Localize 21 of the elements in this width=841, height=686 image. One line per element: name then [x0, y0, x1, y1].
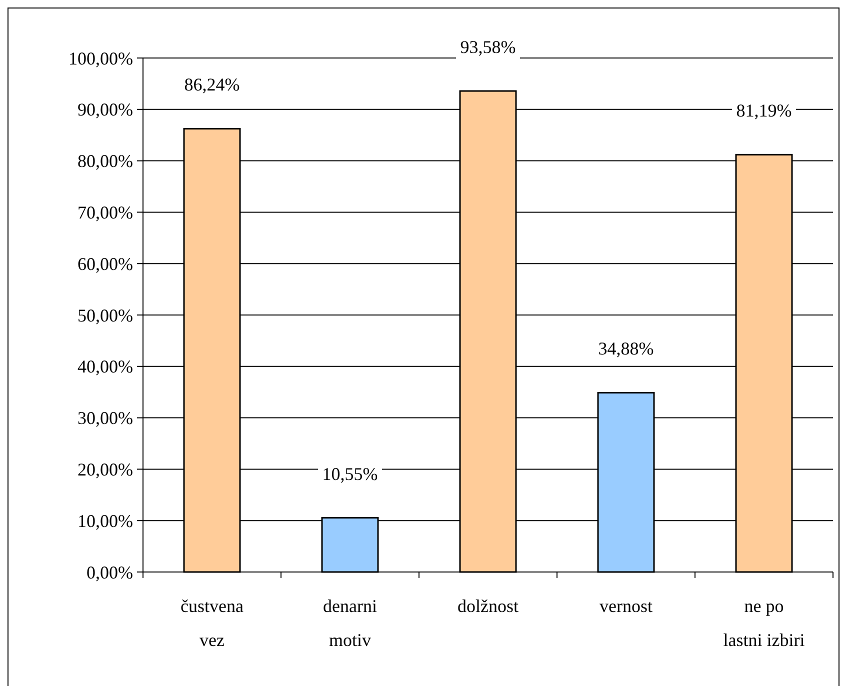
y-tick-label: 100,00%: [68, 48, 133, 68]
y-tick-label: 80,00%: [78, 151, 133, 172]
y-tick-label: 20,00%: [78, 460, 133, 480]
y-tick-label: 60,00%: [78, 254, 133, 274]
y-tick-label: 90,00%: [78, 100, 133, 120]
y-tick-label: 50,00%: [78, 305, 133, 326]
y-tick-label: 70,00%: [78, 202, 133, 222]
x-tick-label: vernost: [600, 596, 652, 616]
y-tick-label: 30,00%: [78, 408, 133, 428]
x-tick-label: dolžnost: [458, 596, 518, 616]
y-tick-label: 0,00%: [86, 562, 133, 582]
data-label: 10,55%: [322, 464, 378, 484]
data-label: 86,24%: [184, 74, 240, 95]
y-tick-label: 10,00%: [78, 510, 133, 531]
data-label: 81,19%: [736, 100, 792, 121]
data-label: 93,58%: [460, 37, 516, 57]
data-label: 34,88%: [598, 338, 654, 359]
y-tick-label: 40,00%: [78, 356, 133, 377]
x-tick-label: ne po lastni izbiri: [723, 596, 805, 650]
x-tick-label: čustvena vez: [180, 596, 244, 650]
x-tick-label: denarni motiv: [323, 596, 377, 650]
